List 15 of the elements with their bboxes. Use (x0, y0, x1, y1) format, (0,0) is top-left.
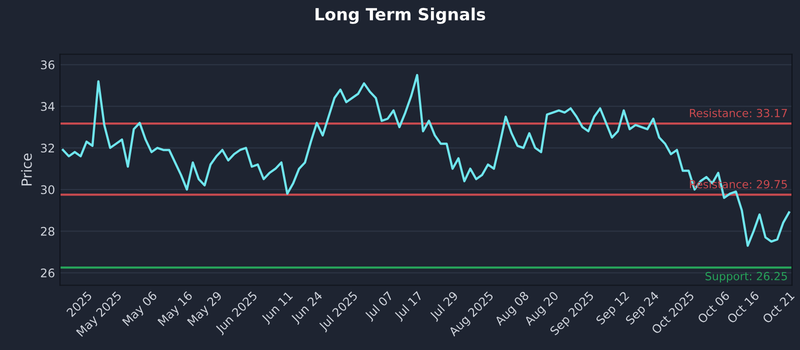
y-tick-label: 34 (41, 102, 54, 111)
y-tick-label: 36 (41, 60, 54, 70)
x-tick-label: Jul 29 (428, 290, 460, 322)
y-tick-label: 32 (41, 144, 54, 153)
line-series (62, 74, 790, 247)
x-tick-label: Jul 17 (393, 290, 424, 322)
x-tick-label: Jul 07 (364, 290, 395, 322)
x-tick-label: Oct 21 (762, 291, 795, 324)
y-tick-label: 28 (40, 226, 54, 236)
chart-title: Long Term Signals (316, 8, 486, 24)
ref-line-label: Resistance: 33.17 (690, 108, 787, 118)
ref-line-label: Support: 26.25 (706, 272, 787, 282)
y-tick-label: 26 (40, 268, 54, 278)
y-axis-title: Price (21, 154, 32, 186)
y-tick-label: 30 (41, 185, 54, 194)
